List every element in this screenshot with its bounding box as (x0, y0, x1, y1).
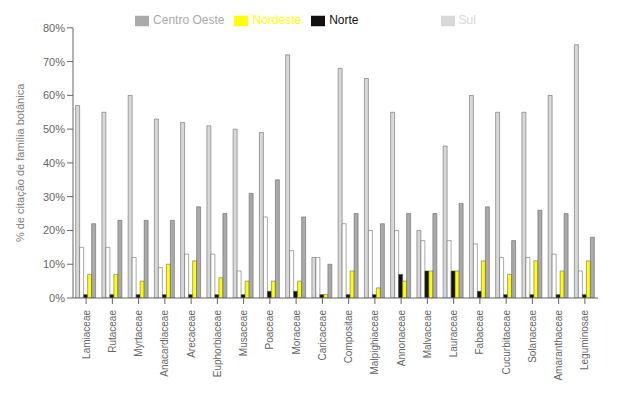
html-text:Nordeste: Nordeste (252, 13, 302, 27)
svg-text:Caricaceae: Caricaceae (317, 310, 328, 361)
svg-text:Malpighiaceae: Malpighiaceae (369, 310, 380, 375)
svg-text:40%: 40% (43, 157, 65, 169)
svg-text:Musaceae: Musaceae (238, 310, 249, 357)
svg-text:% de citação de família botâni: % de citação de família botânica (14, 83, 26, 242)
svg-text:Leguminosae: Leguminosae (579, 310, 590, 370)
svg-text:Annonaceae: Annonaceae (396, 310, 407, 367)
svg-text:Arecaceae: Arecaceae (186, 310, 197, 358)
svg-text:Poaceae: Poaceae (264, 310, 275, 350)
svg-text:Cucurbitaceae: Cucurbitaceae (501, 310, 512, 375)
svg-text:20%: 20% (43, 224, 65, 236)
svg-text:60%: 60% (43, 89, 65, 101)
svg-text:80%: 80% (43, 22, 65, 34)
svg-text:Solanaceae: Solanaceae (527, 310, 538, 363)
svg-text:10%: 10% (43, 258, 65, 270)
svg-text:Fabaceae: Fabaceae (474, 310, 485, 355)
svg-text:Lamiaceae: Lamiaceae (81, 310, 92, 359)
svg-text:Malvaceae: Malvaceae (422, 310, 433, 359)
svg-text:Myrtaceae: Myrtaceae (133, 310, 144, 357)
svg-text:Lauraceae: Lauraceae (448, 310, 459, 358)
svg-text:Anacardiaceae: Anacardiaceae (159, 310, 170, 377)
svg-text:30%: 30% (43, 191, 65, 203)
svg-text:Moraceae: Moraceae (291, 310, 302, 355)
svg-text:70%: 70% (43, 56, 65, 68)
svg-text:Compositae: Compositae (343, 310, 354, 364)
svg-text:Rutaceae: Rutaceae (107, 310, 118, 353)
html-text:Norte: Norte (329, 13, 359, 27)
html-text:Centro Oeste: Centro Oeste (153, 13, 225, 27)
html-text:Sul: Sul (458, 13, 476, 27)
svg-text:50%: 50% (43, 123, 65, 135)
html-text:Sudeste: Sudeste (386, 13, 431, 27)
svg-text:Euphorbiaceae: Euphorbiaceae (212, 310, 223, 378)
svg-text:0%: 0% (49, 292, 65, 304)
svg-text:Amaranthaceae: Amaranthaceae (553, 310, 564, 381)
